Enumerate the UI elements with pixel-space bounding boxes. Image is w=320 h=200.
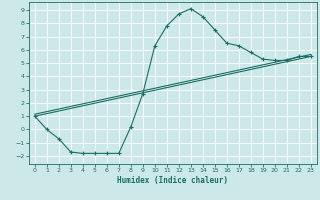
X-axis label: Humidex (Indice chaleur): Humidex (Indice chaleur) xyxy=(117,176,228,185)
